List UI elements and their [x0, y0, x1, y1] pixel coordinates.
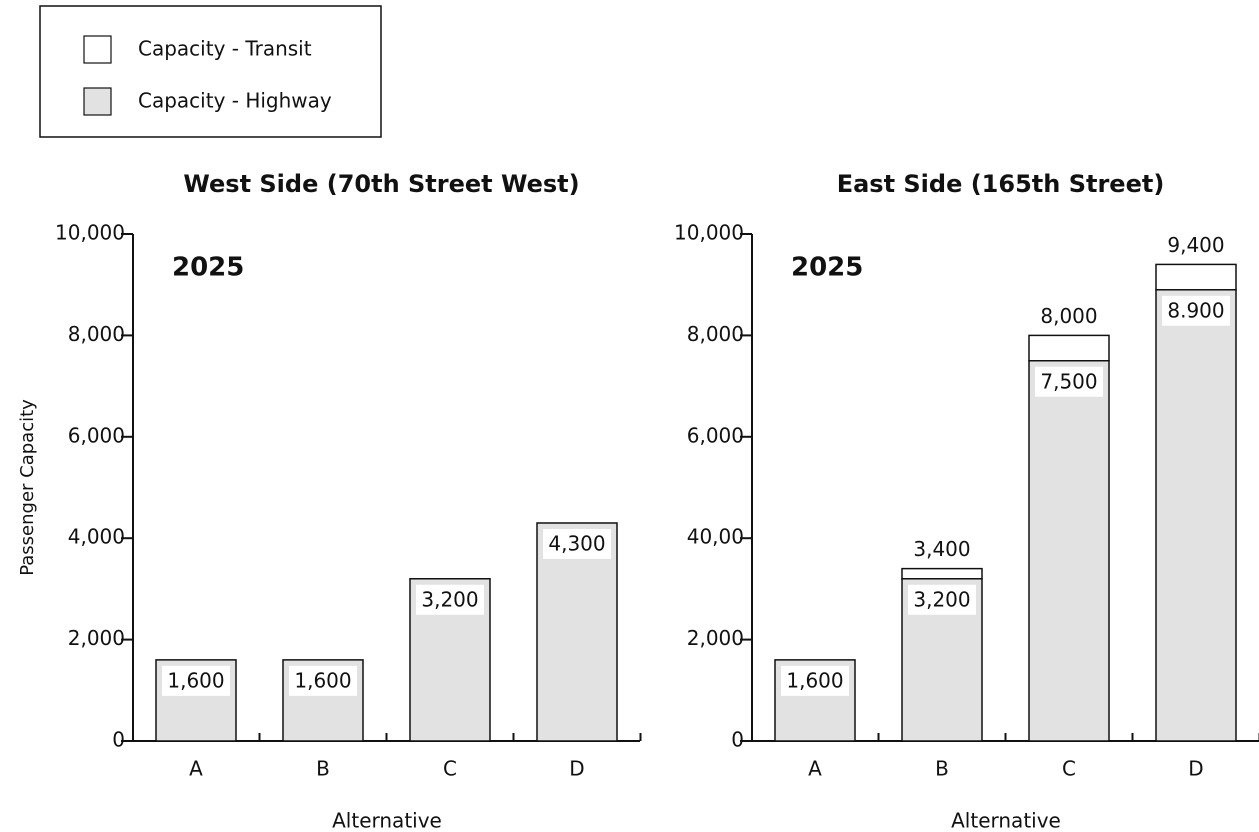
bar-label: 3,200 [421, 587, 478, 611]
bar-label: 8.900 [1167, 298, 1224, 322]
x-tick-label: C [1062, 757, 1076, 781]
label-bg [781, 665, 849, 696]
y-tick-label: 8,000 [687, 322, 744, 346]
y-axis-label: Passenger Capacity [17, 399, 38, 576]
chart-title: West Side (70th Street West) [183, 170, 579, 198]
x-tick-label: B [316, 757, 330, 781]
annotation: 2025 [172, 253, 244, 283]
bar-label: 7,500 [1040, 369, 1097, 393]
x-tick-label: C [443, 757, 457, 781]
y-tick-label: 4,000 [68, 525, 125, 549]
label-bg [162, 665, 230, 696]
y-tick-label: 2,000 [68, 626, 125, 650]
x-tick-label: D [569, 757, 584, 781]
label-bg [416, 584, 484, 615]
y-tick-label: 6,000 [687, 423, 744, 447]
total-label: 3,400 [913, 537, 970, 561]
legend-swatch [83, 87, 112, 116]
bar-segment [901, 567, 983, 580]
annotation: 2025 [791, 253, 863, 283]
legend-label: Capacity - Highway [138, 89, 332, 113]
x-axis-label: Alternative [332, 809, 442, 832]
y-tick-label: 6,000 [68, 423, 125, 447]
label-bg [543, 528, 611, 559]
y-tick-label: 8,000 [68, 322, 125, 346]
x-tick-label: A [189, 757, 203, 781]
bar-label: 1,600 [786, 668, 843, 692]
y-tick-label: 0 [731, 728, 744, 752]
bar-label: 3,200 [913, 587, 970, 611]
bar-label: 4,300 [548, 531, 605, 555]
bar-segment [1028, 360, 1110, 742]
x-tick-label: A [808, 757, 822, 781]
bar-segment [1155, 289, 1237, 742]
y-tick-label: 10,000 [674, 221, 744, 245]
legend-box [39, 5, 382, 138]
chart-title: East Side (165th Street) [837, 170, 1165, 198]
y-tick-label: 40,00 [687, 525, 744, 549]
x-tick-label: D [1188, 757, 1203, 781]
y-tick-label: 10,000 [55, 221, 125, 245]
y-tick-label: 2,000 [687, 626, 744, 650]
x-tick-label: B [935, 757, 949, 781]
total-label: 9,400 [1167, 233, 1224, 257]
legend-label: Capacity - Transit [138, 37, 312, 61]
label-bg [289, 665, 357, 696]
bar-label: 1,600 [167, 668, 224, 692]
total-label: 8,000 [1040, 304, 1097, 328]
label-bg [1162, 295, 1230, 326]
label-bg [1035, 366, 1103, 397]
bar-segment [536, 522, 618, 742]
y-tick-label: 0 [112, 728, 125, 752]
legend-swatch [83, 35, 112, 64]
label-bg [908, 584, 976, 615]
x-axis-label: Alternative [951, 809, 1061, 832]
bar-segment [1155, 263, 1237, 291]
bar-segment [1028, 334, 1110, 362]
bar-label: 1,600 [294, 668, 351, 692]
